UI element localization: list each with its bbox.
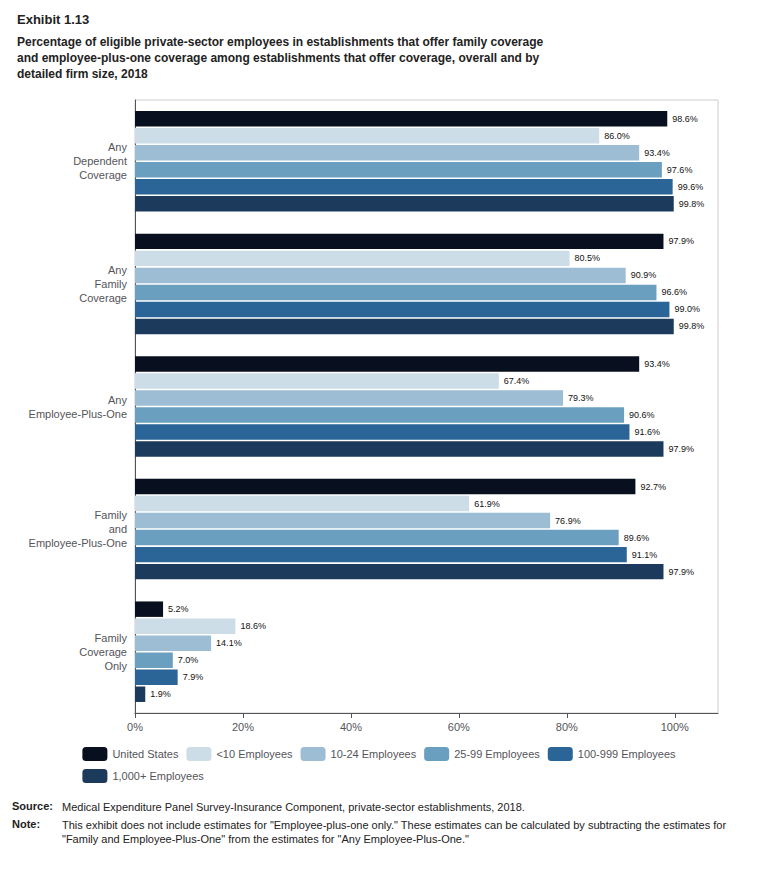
- svg-text:67.4%: 67.4%: [504, 376, 530, 386]
- svg-text:Source:: Source:: [12, 800, 53, 812]
- svg-text:20%: 20%: [232, 721, 254, 733]
- svg-text:Medical Expenditure Panel Surv: Medical Expenditure Panel Survey-Insuran…: [62, 801, 525, 813]
- svg-text:Coverage: Coverage: [79, 646, 127, 658]
- svg-text:90.9%: 90.9%: [631, 270, 657, 280]
- svg-text:76.9%: 76.9%: [555, 516, 581, 526]
- svg-text:and employee-plus-one coverage: and employee-plus-one coverage among est…: [17, 51, 539, 65]
- svg-text:7.9%: 7.9%: [183, 672, 204, 682]
- svg-text:97.6%: 97.6%: [667, 165, 693, 175]
- svg-text:0%: 0%: [127, 721, 143, 733]
- svg-text:Only: Only: [104, 660, 127, 672]
- svg-text:97.9%: 97.9%: [668, 444, 694, 454]
- svg-text:25-99 Employees: 25-99 Employees: [454, 748, 540, 760]
- svg-text:Note:: Note:: [12, 818, 40, 830]
- svg-text:10-24 Employees: 10-24 Employees: [331, 748, 417, 760]
- svg-text:86.0%: 86.0%: [604, 131, 630, 141]
- svg-text:100-999 Employees: 100-999 Employees: [578, 748, 676, 760]
- svg-text:99.6%: 99.6%: [678, 182, 704, 192]
- svg-text:Family: Family: [95, 632, 128, 644]
- svg-text:18.6%: 18.6%: [240, 621, 266, 631]
- svg-text:100%: 100%: [661, 721, 689, 733]
- svg-text:89.6%: 89.6%: [624, 533, 650, 543]
- svg-text:5.2%: 5.2%: [168, 604, 189, 614]
- svg-text:80%: 80%: [556, 721, 578, 733]
- svg-text:96.6%: 96.6%: [661, 287, 687, 297]
- svg-text:detailed firm size, 2018: detailed firm size, 2018: [17, 67, 148, 81]
- svg-text:61.9%: 61.9%: [474, 499, 500, 509]
- svg-text:79.3%: 79.3%: [568, 393, 594, 403]
- svg-text:Any: Any: [108, 141, 127, 153]
- svg-text:Percentage of eligible private: Percentage of eligible private-sector em…: [17, 35, 544, 49]
- svg-text:Employee-Plus-One: Employee-Plus-One: [29, 537, 127, 549]
- svg-text:91.6%: 91.6%: [634, 427, 660, 437]
- svg-text:97.9%: 97.9%: [668, 236, 694, 246]
- svg-text:Employee-Plus-One: Employee-Plus-One: [29, 408, 127, 420]
- svg-text:99.8%: 99.8%: [679, 199, 705, 209]
- svg-text:14.1%: 14.1%: [216, 638, 242, 648]
- svg-text:Family: Family: [95, 278, 128, 290]
- svg-text:40%: 40%: [340, 721, 362, 733]
- svg-text:99.8%: 99.8%: [679, 321, 705, 331]
- svg-text:This exhibit does not include: This exhibit does not include estimates …: [62, 819, 729, 831]
- svg-text:92.7%: 92.7%: [640, 482, 666, 492]
- svg-text:1,000+ Employees: 1,000+ Employees: [112, 770, 204, 782]
- svg-text:1.9%: 1.9%: [150, 689, 171, 699]
- svg-text:and: and: [109, 523, 127, 535]
- svg-text:93.4%: 93.4%: [644, 359, 670, 369]
- svg-text:91.1%: 91.1%: [632, 550, 658, 560]
- svg-text:90.6%: 90.6%: [629, 410, 655, 420]
- svg-text:98.6%: 98.6%: [672, 114, 698, 124]
- svg-text:97.9%: 97.9%: [668, 567, 694, 577]
- svg-text:Coverage: Coverage: [79, 292, 127, 304]
- svg-text:99.0%: 99.0%: [674, 304, 700, 314]
- svg-text:Dependent: Dependent: [73, 155, 127, 167]
- svg-text:Exhibit 1.13: Exhibit 1.13: [17, 12, 89, 27]
- svg-text:Coverage: Coverage: [79, 169, 127, 181]
- svg-text:Any: Any: [108, 264, 127, 276]
- svg-text:"Family and Employee-Plus-One": "Family and Employee-Plus-One" from the …: [62, 833, 469, 845]
- svg-text:Any: Any: [108, 394, 127, 406]
- svg-text:<10 Employees: <10 Employees: [216, 748, 293, 760]
- svg-text:93.4%: 93.4%: [644, 148, 670, 158]
- svg-text:80.5%: 80.5%: [575, 253, 601, 263]
- svg-text:60%: 60%: [448, 721, 470, 733]
- svg-text:Family: Family: [95, 509, 128, 521]
- svg-text:7.0%: 7.0%: [178, 655, 199, 665]
- svg-text:United States: United States: [112, 748, 179, 760]
